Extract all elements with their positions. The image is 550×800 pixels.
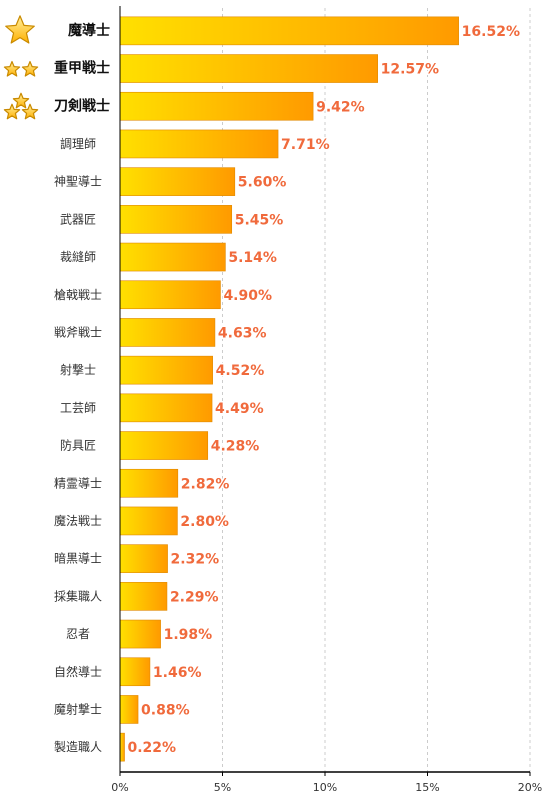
category-label: 防具匠 [60,438,96,453]
grid-layer [222,8,531,772]
bar [119,393,213,423]
value-label: 1.46% [153,665,202,681]
category-label: 重甲戦士 [54,60,110,77]
x-tick-label: 10% [313,781,337,794]
category-label: 魔導士 [68,22,110,39]
value-label: 0.88% [141,702,190,718]
x-tick-label: 20% [518,781,542,794]
label-layer: 魔導士 16.52% 重甲戦士 12.57% 刀剣戦士 9.42% 調理師 7.71% 神聖導士… [3,15,521,758]
value-label: 12.57% [381,62,439,78]
bar [119,582,168,611]
bar [119,468,179,498]
category-label: 採集職人 [54,588,102,603]
category-label: 戦斧戦士 [54,325,102,339]
category-label: 魔射撃士 [54,701,102,716]
bar [119,91,314,121]
category-label: 調理師 [60,137,96,151]
bar-layer [119,16,459,762]
category-label: 魔法戦士 [54,513,102,528]
axis-layer: 0% 5% 10% 15% 20% [111,6,542,794]
value-label: 0.22% [128,740,177,756]
value-label: 5.14% [228,250,277,266]
x-tick-label: 0% [111,781,128,794]
star-icon [3,60,21,77]
category-label: 忍者 [66,627,90,641]
category-label: 刀剣戦士 [54,97,110,114]
value-label: 5.45% [235,212,284,228]
value-label: 16.52% [462,24,520,40]
category-label: 裁縫師 [60,249,96,264]
bar [119,16,459,46]
value-label: 7.71% [281,137,330,153]
value-label: 4.52% [216,363,265,379]
star-icon [12,92,30,109]
category-label: 槍戟戦士 [54,287,102,302]
star-icon [21,103,39,120]
bar [119,54,378,83]
category-label: 製造職人 [54,740,102,754]
value-label: 2.82% [181,476,230,492]
category-label: 自然導士 [54,664,102,679]
value-label: 5.60% [238,175,287,191]
value-label: 1.98% [164,627,213,643]
star-icon [3,103,21,120]
bar [119,167,236,196]
bar [119,657,151,687]
bar [119,355,213,385]
value-label: 4.63% [218,325,267,341]
category-label: 精霊導士 [54,476,102,490]
value-label: 2.32% [171,552,220,568]
bar [119,205,233,234]
bar [119,431,209,460]
value-label: 2.29% [170,589,219,605]
bar [119,732,125,762]
bar [119,129,279,159]
bar [119,280,221,310]
bar [119,318,216,347]
bar [119,506,178,536]
value-label: 4.49% [215,401,264,417]
star-icon [21,60,39,77]
x-tick-label: 5% [214,781,231,794]
category-label: 神聖導士 [54,175,102,189]
bar [119,544,168,573]
x-tick-label: 15% [415,781,439,794]
category-label: 工芸師 [60,401,96,415]
category-label: 射撃士 [60,362,96,377]
value-label: 2.80% [180,514,229,530]
star-icon [5,15,35,44]
bar [119,619,161,649]
value-label: 4.28% [211,439,260,455]
bar [119,695,139,724]
category-label: 暗黒導士 [54,551,102,566]
bar [119,242,226,272]
value-label: 9.42% [316,99,365,115]
category-label: 武器匠 [60,212,96,226]
value-label: 4.90% [223,288,272,304]
